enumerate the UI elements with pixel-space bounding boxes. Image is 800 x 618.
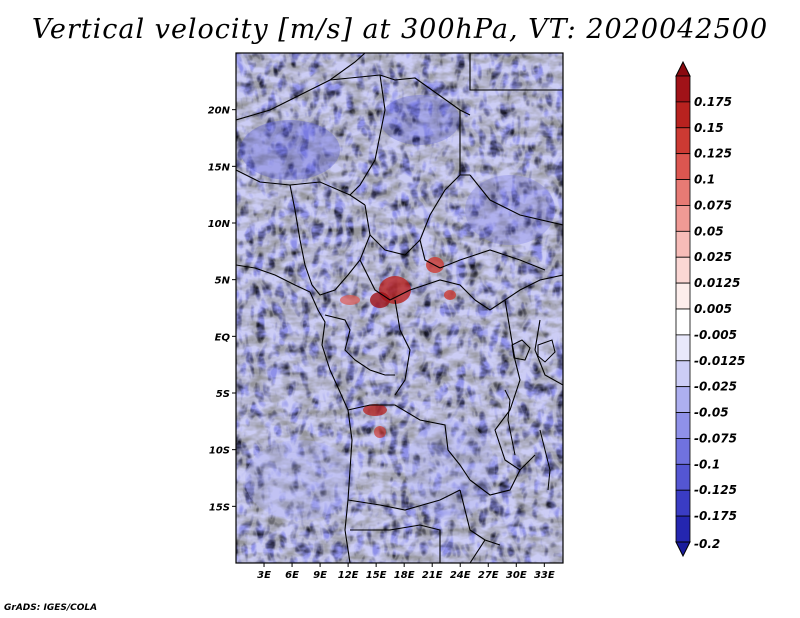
colorbar-swatch: [675, 386, 691, 413]
colorbar-label: -0.1: [694, 457, 720, 471]
colorbar-swatch: [675, 515, 691, 543]
lat-tick-label: 10S: [209, 446, 230, 457]
colorbar-label: 0.005: [694, 302, 732, 316]
colorbar-label: -0.025: [694, 380, 737, 394]
velocity-field: [236, 53, 563, 563]
colorbar-label: -0.05: [694, 406, 729, 420]
lon-tick-label: 33E: [534, 570, 555, 581]
colorbar-swatch: [675, 412, 691, 439]
colorbar-swatch: [675, 463, 691, 491]
lat-tick-label: 10N: [208, 219, 231, 230]
colorbar-label: -0.0125: [694, 354, 745, 368]
colorbar-swatch: [675, 334, 691, 362]
lat-tick-label: 5S: [216, 389, 230, 400]
lat-tick-label: EQ: [215, 332, 231, 343]
lon-tick-label: 3E: [257, 570, 271, 581]
colorbar-swatch: [675, 127, 691, 155]
colorbar-label: -0.125: [694, 483, 737, 497]
lon-tick-label: 21E: [422, 570, 443, 581]
latitude-axis: 20N 15N 10N 5N EQ 5S 10S 15S: [208, 106, 236, 513]
colorbar-label: 0.025: [694, 250, 732, 264]
lon-tick-label: 18E: [394, 570, 415, 581]
colorbar-label: -0.075: [694, 431, 737, 445]
colorbar-swatch: [675, 308, 691, 336]
colorbar-swatch: [675, 282, 691, 310]
colorbar-swatch: [675, 256, 691, 284]
credit-text: GrADS: IGES/COLA: [4, 603, 98, 613]
lon-tick-label: 24E: [450, 570, 471, 581]
colorbar-label: -0.005: [694, 328, 737, 342]
colorbar-label: 0.125: [694, 147, 732, 161]
lon-tick-label: 15E: [366, 570, 387, 581]
lon-tick-label: 30E: [506, 570, 527, 581]
colorbar-swatch: [675, 438, 691, 465]
colorbar-label: -0.2: [694, 537, 720, 551]
lon-tick-label: 27E: [478, 570, 499, 581]
colorbar-swatch: [675, 360, 691, 388]
colorbar-swatch: [675, 101, 691, 129]
colorbar: 0.175 0.15 0.125 0.1 0.075 0.05 0.025 0.0125 0.0…: [675, 60, 745, 558]
longitude-axis: 3E 6E 9E 12E 15E 18E 21E 24E 27E 30E 33E: [257, 563, 555, 581]
colorbar-swatch: [675, 179, 691, 206]
colorbar-label: 0.05: [694, 224, 724, 238]
lakes: [504, 339, 556, 491]
lon-tick-label: 9E: [313, 570, 327, 581]
colorbar-swatch: [675, 75, 691, 103]
lon-tick-label: 6E: [285, 570, 299, 581]
lat-tick-label: 15S: [209, 502, 230, 513]
lat-tick-label: 20N: [208, 106, 231, 117]
colorbar-bottom-arrow: [675, 541, 691, 558]
colorbar-top-arrow: [675, 60, 691, 77]
colorbar-label: 0.175: [694, 95, 732, 109]
colorbar-label: 0.0125: [694, 276, 740, 290]
colorbar-label: 0.075: [694, 198, 732, 212]
colorbar-swatch: [675, 230, 691, 258]
lat-tick-label: 15N: [208, 162, 231, 173]
country-borders: [236, 53, 563, 563]
lat-tick-label: 5N: [215, 276, 231, 287]
lon-tick-label: 12E: [338, 570, 359, 581]
colorbar-swatch: [675, 153, 691, 180]
colorbar-swatch: [675, 205, 691, 232]
colorbar-label: -0.175: [694, 509, 737, 523]
colorbar-label: 0.15: [694, 121, 724, 135]
colorbar-swatch: [675, 489, 691, 517]
map-frame: [235, 52, 564, 564]
chart-title: Vertical velocity [m/s] at 300hPa, VT: 2…: [31, 14, 769, 45]
colorbar-label: 0.1: [694, 173, 715, 187]
